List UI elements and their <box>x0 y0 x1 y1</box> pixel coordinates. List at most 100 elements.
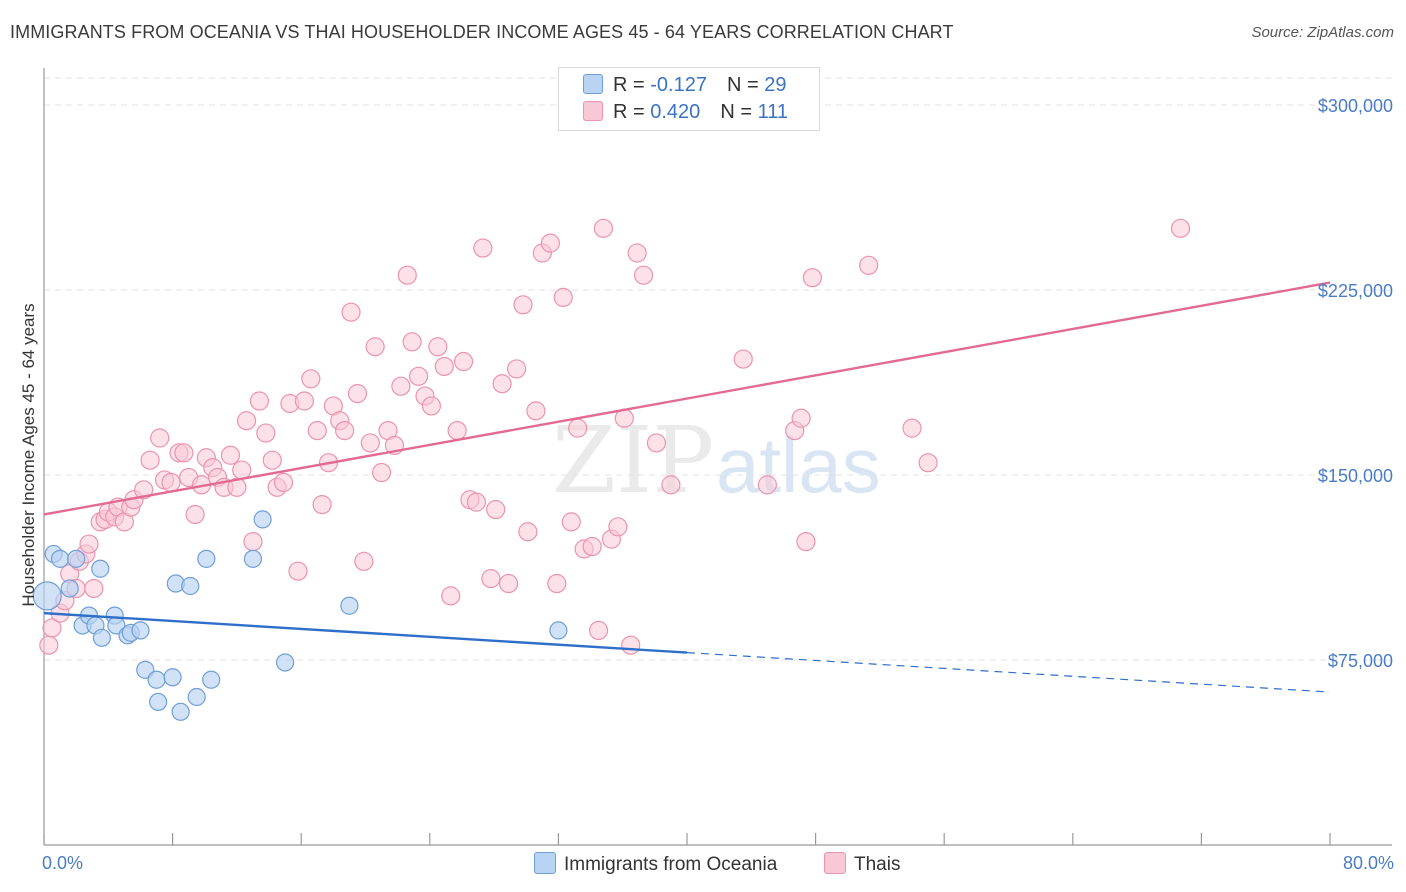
legend-row-oceania: R = -0.127 N = 29 <box>583 74 786 100</box>
oceania-point <box>67 549 86 568</box>
thai-point <box>39 635 59 655</box>
y-tick-label: $75,000 <box>1328 651 1393 671</box>
thai-point <box>627 243 647 263</box>
trendlines <box>43 281 1331 693</box>
thai-point <box>335 421 355 441</box>
oceania-point <box>163 668 182 687</box>
oceania-point <box>197 549 216 568</box>
oceania-point <box>171 702 190 721</box>
thai-point <box>174 443 194 463</box>
legend-r-label: R = <box>613 74 651 96</box>
thai-point <box>312 495 332 515</box>
thai-point <box>232 460 252 480</box>
thai-point <box>859 255 879 275</box>
thai-point <box>513 295 533 315</box>
thai-point <box>733 349 753 369</box>
thai-point <box>288 561 308 581</box>
thai-point <box>473 238 493 258</box>
legend: R = -0.127 N = 29 R = 0.420 N = 111 <box>558 67 820 131</box>
thai-point <box>553 287 573 307</box>
chart-title: IMMIGRANTS FROM OCEANIA VS THAI HOUSEHOL… <box>10 22 954 42</box>
thai-point <box>397 265 417 285</box>
thai-point <box>796 531 816 552</box>
tick-labels: $75,000 $150,000 $225,000 $300,000 0.0% 80.0% <box>42 96 1394 873</box>
thai-point <box>428 337 448 357</box>
oceania-point <box>91 559 110 578</box>
oceania-point <box>243 549 263 568</box>
thai-point <box>492 374 512 394</box>
thai-point <box>42 618 62 638</box>
thai-point <box>902 418 922 438</box>
thai-point <box>341 302 361 322</box>
thai-point <box>347 384 368 404</box>
oceania-point <box>50 549 70 568</box>
legend-swatch-oceania <box>583 74 603 94</box>
legend-n-label: N = <box>726 74 765 96</box>
thai-point <box>453 351 474 372</box>
thai-point <box>161 472 181 492</box>
thai-point <box>526 401 546 421</box>
thai-point <box>402 332 422 352</box>
thai-point <box>421 396 442 416</box>
bottom-legend-thais: Thais <box>824 852 900 876</box>
legend-r-value: -0.127 <box>650 74 707 96</box>
thai-point <box>365 337 385 357</box>
legend-n-label: N = <box>720 101 758 123</box>
thai-point <box>481 568 501 589</box>
thai-point <box>507 359 527 379</box>
oceania-points <box>32 510 568 721</box>
thai-point <box>633 265 654 285</box>
oceania-point <box>92 628 111 647</box>
thai-point <box>84 578 104 599</box>
thai-point <box>140 450 160 470</box>
thai-point <box>540 233 560 253</box>
thai-point <box>249 391 270 411</box>
thai-point <box>134 480 154 500</box>
legend-n-value: 111 <box>757 101 788 123</box>
grid-lines <box>44 77 1392 661</box>
thai-point <box>621 635 641 655</box>
oceania-point <box>32 581 62 611</box>
thai-point <box>79 534 99 554</box>
thai-point <box>236 411 257 431</box>
y-tick-label: $225,000 <box>1318 281 1393 301</box>
thai-points <box>39 218 1191 655</box>
thai-point <box>498 573 519 594</box>
oceania-point <box>149 692 168 712</box>
thai-point <box>150 428 170 448</box>
thai-point <box>256 423 276 443</box>
oceania-point <box>181 576 200 596</box>
legend-swatch-thais <box>583 101 603 121</box>
thai-point <box>360 433 380 453</box>
legend-n-value: 29 <box>764 74 787 96</box>
thai-point <box>408 366 429 386</box>
bottom-legend-swatch-thais <box>824 852 846 874</box>
oceania-trendline-extension <box>686 652 1331 693</box>
thai-point <box>273 472 294 492</box>
thai-point <box>447 421 467 441</box>
legend-r-label: R = <box>613 101 651 123</box>
thai-point <box>1170 218 1191 238</box>
oceania-point <box>202 670 221 689</box>
thai-point <box>593 218 614 238</box>
bottom-legend-label-thais: Thais <box>854 854 901 875</box>
legend-r-value: 0.420 <box>650 101 701 123</box>
oceania-point <box>549 621 568 640</box>
thai-point <box>243 531 263 552</box>
axes <box>43 68 1392 846</box>
thai-point <box>757 475 777 495</box>
thai-point <box>802 268 822 288</box>
oceania-point <box>253 510 272 529</box>
thai-point <box>582 536 602 557</box>
source-label: Source: ZipAtlas.com <box>1251 24 1394 41</box>
legend-row-thais: R = 0.420 N = 111 <box>583 101 788 127</box>
oceania-point <box>187 687 206 707</box>
oceania-point <box>131 621 150 640</box>
y-axis-label: Householder Income Ages 45 - 64 years <box>19 303 38 606</box>
thai-point <box>646 433 667 453</box>
thai-point <box>220 445 241 465</box>
thai-point <box>354 551 374 571</box>
oceania-point <box>60 579 79 598</box>
thai-point <box>661 475 681 495</box>
